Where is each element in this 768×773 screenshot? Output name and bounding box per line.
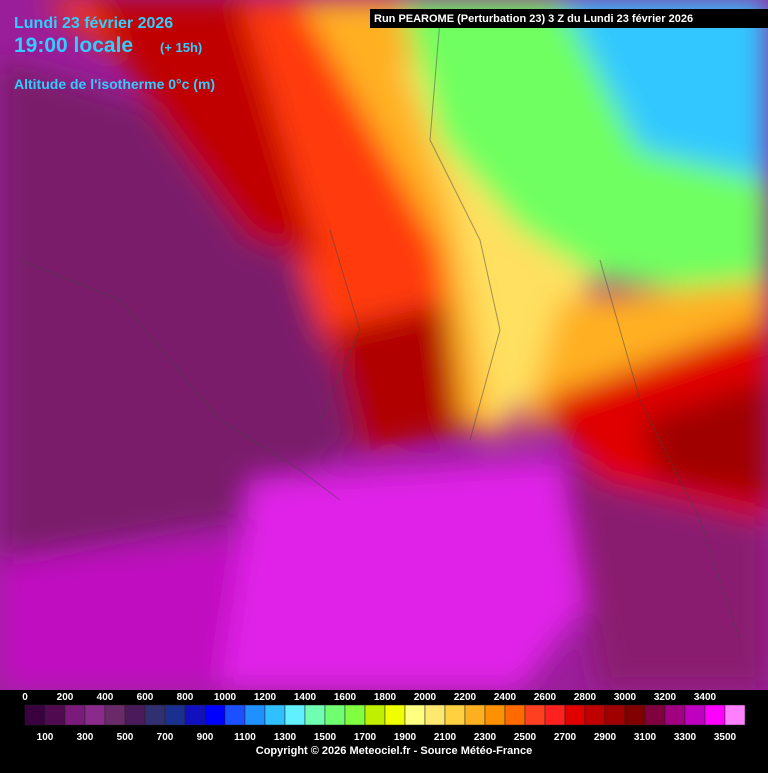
- legend-label-bottom: 3500: [714, 732, 737, 743]
- legend-swatch: [664, 704, 686, 726]
- legend-swatch: [204, 704, 226, 726]
- legend-label-bottom: 2900: [594, 732, 617, 743]
- legend-swatch: [104, 704, 126, 726]
- legend-label-top: 1800: [374, 692, 397, 703]
- date: Lundi 23 février 2026: [14, 15, 173, 32]
- run-banner: [370, 9, 768, 28]
- legend-label-bottom: 1700: [354, 732, 377, 743]
- legend-label-top: 1000: [214, 692, 237, 703]
- legend-label-bottom: 3100: [634, 732, 657, 743]
- legend-swatch: [724, 704, 746, 726]
- legend-swatch: [224, 704, 246, 726]
- legend-label-top: 2600: [534, 692, 557, 703]
- legend-label-top: 2200: [454, 692, 477, 703]
- legend-label-top: 1400: [294, 692, 317, 703]
- legend-label-bottom: 100: [37, 732, 54, 743]
- legend-swatch: [624, 704, 646, 726]
- legend-swatch: [184, 704, 206, 726]
- legend-label-bottom: 1900: [394, 732, 417, 743]
- legend-swatch: [264, 704, 286, 726]
- map-field: [0, 0, 768, 690]
- legend-label-top: 3400: [694, 692, 717, 703]
- legend-label-top: 2400: [494, 692, 517, 703]
- legend-swatch: [444, 704, 466, 726]
- legend-label-bottom: 500: [117, 732, 134, 743]
- legend-label-bottom: 1300: [274, 732, 297, 743]
- legend-label-top: 1600: [334, 692, 357, 703]
- lead-time: (+ 15h): [160, 40, 202, 55]
- legend-label-bottom: 300: [77, 732, 94, 743]
- legend-swatch: [64, 704, 86, 726]
- legend-swatch: [704, 704, 726, 726]
- legend-label-top: 600: [137, 692, 154, 703]
- legend-swatch: [524, 704, 546, 726]
- legend-swatch: [604, 704, 626, 726]
- legend-swatch: [124, 704, 146, 726]
- legend-swatch: [84, 704, 106, 726]
- legend-swatch: [584, 704, 606, 726]
- legend-label-bottom: 2700: [554, 732, 577, 743]
- legend-swatch: [684, 704, 706, 726]
- local-time: 19:00 locale: [14, 34, 133, 57]
- legend-label-bottom: 1100: [234, 732, 256, 743]
- legend-swatch: [404, 704, 426, 726]
- legend-background: [0, 690, 768, 768]
- legend-label-top: 1200: [254, 692, 277, 703]
- legend-label-top: 2800: [574, 692, 597, 703]
- legend-label-bottom: 2100: [434, 732, 457, 743]
- run-info: Run PEAROME (Perturbation 23) 3 Z du Lun…: [374, 13, 693, 25]
- legend-swatch: [304, 704, 326, 726]
- legend: 0 200 400 600 800 1000 1200 1400 1600 1800 2000 220…: [22, 692, 746, 743]
- copyright: Copyright © 2026 Meteociel.fr - Source M…: [256, 745, 532, 757]
- legend-label-top: 800: [177, 692, 194, 703]
- legend-label-top: 3000: [614, 692, 637, 703]
- legend-swatch: [344, 704, 366, 726]
- legend-label-top: 3200: [654, 692, 677, 703]
- legend-swatch: [364, 704, 386, 726]
- legend-swatch: [44, 704, 66, 726]
- legend-swatch: [644, 704, 666, 726]
- legend-swatch: [544, 704, 566, 726]
- legend-label-bottom: 2500: [514, 732, 537, 743]
- legend-swatch: [384, 704, 406, 726]
- legend-swatch: [324, 704, 346, 726]
- legend-label-top: 0: [22, 692, 28, 703]
- legend-label-top: 400: [97, 692, 114, 703]
- legend-swatch: [284, 704, 306, 726]
- legend-label-top: 200: [57, 692, 74, 703]
- legend-label-bottom: 1500: [314, 732, 337, 743]
- legend-label-top: 2000: [414, 692, 437, 703]
- legend-swatch: [564, 704, 586, 726]
- legend-swatch: [424, 704, 446, 726]
- legend-swatch: [464, 704, 486, 726]
- legend-swatch: [164, 704, 186, 726]
- legend-label-bottom: 3300: [674, 732, 697, 743]
- parameter: Altitude de l'isotherme 0°c (m): [14, 76, 215, 92]
- legend-label-bottom: 2300: [474, 732, 497, 743]
- legend-swatch: [244, 704, 266, 726]
- legend-label-bottom: 700: [157, 732, 174, 743]
- legend-swatch: [24, 704, 46, 726]
- legend-label-bottom: 900: [197, 732, 214, 743]
- legend-swatch: [504, 704, 526, 726]
- legend-swatch: [484, 704, 506, 726]
- legend-swatch: [144, 704, 166, 726]
